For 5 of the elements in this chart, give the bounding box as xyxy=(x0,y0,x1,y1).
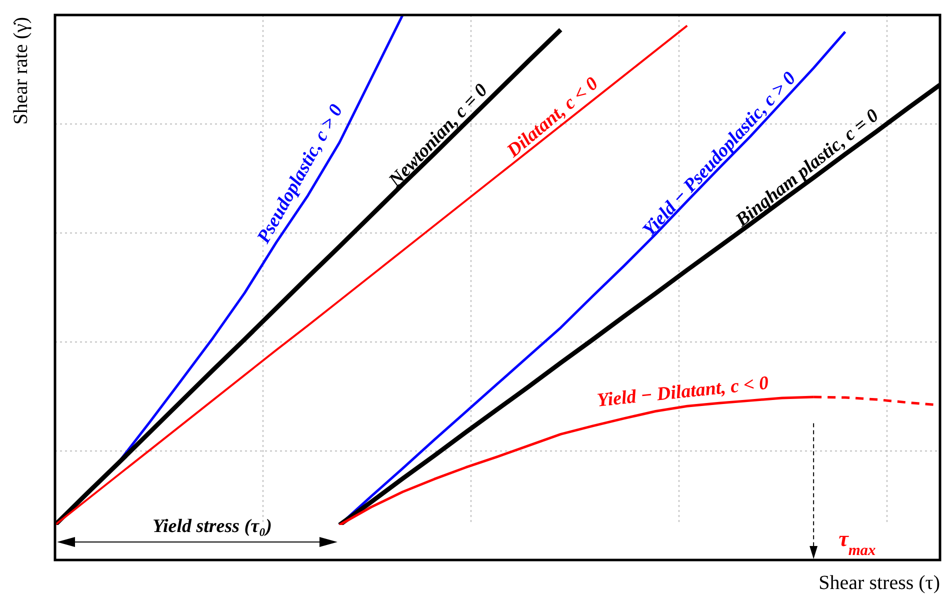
x-axis-title: Shear stress (τ) xyxy=(818,572,940,594)
annotation: Yield stress (τ₀) xyxy=(152,516,272,537)
text: Yield − Dilatant, c < 0 xyxy=(596,372,770,412)
y-axis-title: Shear rate (γ̇) xyxy=(10,17,32,125)
text: τ$_{max}$ xyxy=(838,526,876,558)
